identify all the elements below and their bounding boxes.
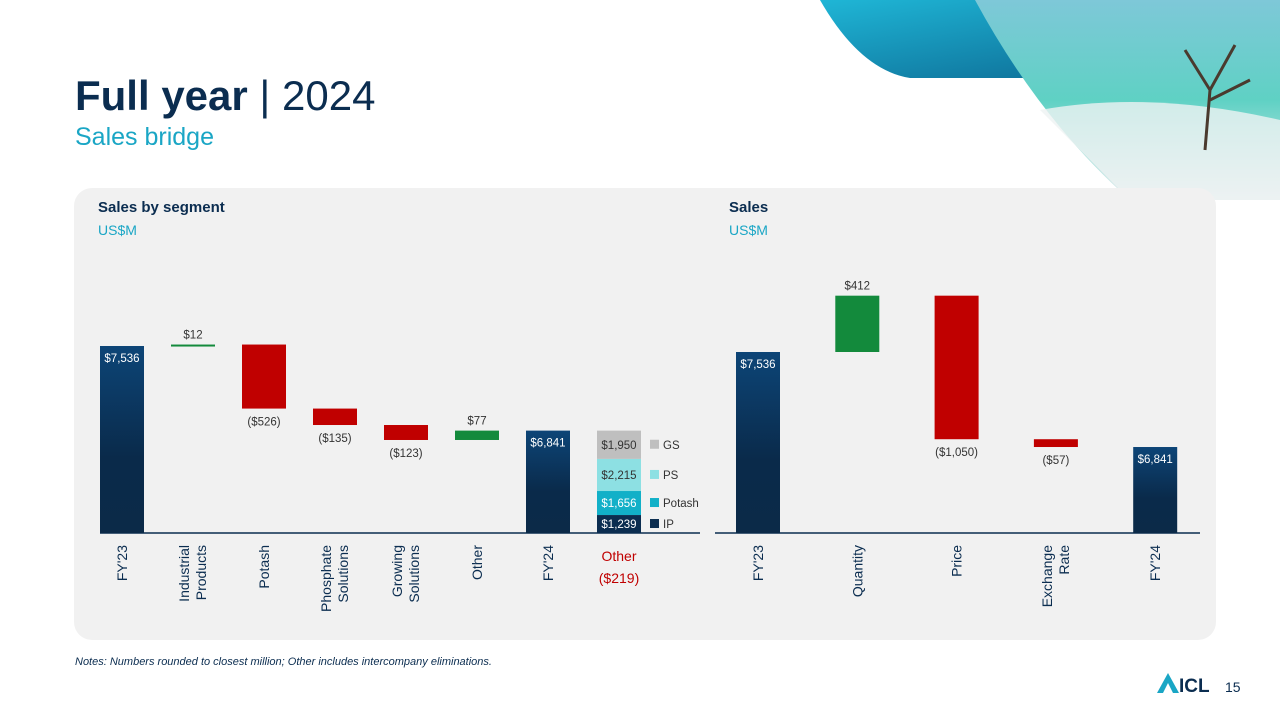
- category-label-line: Industrial: [176, 545, 192, 602]
- delta-label: ($526): [247, 417, 280, 429]
- stack-segment-label: $1,950: [601, 440, 636, 452]
- category-label-line: Potash: [256, 545, 272, 589]
- chart-unit-sales: US$M: [729, 222, 768, 238]
- chart-unit-segment: US$M: [98, 222, 137, 238]
- legend-label: GS: [663, 440, 680, 452]
- category-label-line: Price: [949, 545, 965, 577]
- total-bar-label: $6,841: [530, 438, 565, 450]
- category-label-line: Quantity: [849, 545, 865, 597]
- delta-label: ($1,050): [935, 447, 978, 459]
- category-label: ExchangeRate: [1039, 545, 1072, 607]
- legend-label: PS: [663, 470, 679, 482]
- decrease-bar: [934, 295, 979, 440]
- category-label: GrowingSolutions: [389, 545, 422, 603]
- decrease-bar: [384, 425, 428, 440]
- stack-segment-ps: [597, 458, 641, 492]
- decrease-bar: [313, 408, 357, 426]
- page-subtitle: Sales bridge: [75, 123, 214, 151]
- footnote: Notes: Numbers rounded to closest millio…: [75, 656, 492, 668]
- category-label: IndustrialProducts: [176, 545, 209, 602]
- increase-bar: [171, 344, 215, 347]
- category-label: FY'23: [114, 545, 130, 581]
- legend-label: IP: [663, 519, 674, 531]
- category-label-line: Solutions: [335, 545, 351, 603]
- category-label: Other: [469, 545, 485, 580]
- category-label: Potash: [256, 545, 272, 589]
- total-bar: [736, 352, 780, 533]
- icl-logo: ICL: [1157, 673, 1210, 694]
- page-title: Full year | 2024: [75, 72, 376, 119]
- delta-label: ($135): [318, 433, 351, 445]
- category-label: Price: [949, 545, 965, 577]
- increase-bar: [455, 430, 499, 440]
- legend-swatch: [650, 498, 659, 508]
- legend-label: Potash: [663, 498, 699, 510]
- stack-category-label: Other: [601, 548, 636, 564]
- category-label-line: Other: [469, 545, 485, 580]
- total-bar-label: $7,536: [104, 353, 139, 365]
- chart-title-sales: Sales: [729, 199, 769, 216]
- legend-swatch: [650, 439, 659, 449]
- decrease-bar: [242, 344, 286, 409]
- increase-bar: [835, 295, 880, 352]
- category-label-line: Exchange: [1039, 545, 1055, 607]
- category-label: FY'24: [1147, 545, 1163, 581]
- delta-label: ($57): [1042, 455, 1069, 467]
- chart-panel: [74, 188, 1216, 640]
- delta-label: $412: [845, 281, 871, 293]
- category-label: FY'23: [750, 545, 766, 581]
- category-label: Quantity: [849, 545, 865, 597]
- svg-text:ICL: ICL: [1179, 676, 1210, 694]
- category-label-line: FY'23: [114, 545, 130, 581]
- stack-segment-ip: [597, 515, 641, 533]
- delta-label: $12: [183, 330, 202, 342]
- total-bar: [100, 346, 144, 533]
- header-photo: [820, 0, 1280, 200]
- delta-label: ($123): [389, 448, 422, 460]
- category-label: FY'24: [540, 545, 556, 581]
- category-label-line: FY'23: [750, 545, 766, 581]
- category-label-line: Solutions: [406, 545, 422, 603]
- category-label-line: Products: [193, 545, 209, 600]
- delta-label: $77: [467, 416, 486, 428]
- category-label-line: FY'24: [540, 545, 556, 581]
- category-label-line: Phosphate: [318, 545, 334, 612]
- stack-segment-gs: [597, 430, 641, 459]
- stack-segment-label: $1,239: [601, 519, 636, 531]
- legend-swatch: [650, 469, 659, 479]
- total-bar-label: $6,841: [1138, 454, 1173, 466]
- stack-segment-label: $2,215: [601, 470, 636, 482]
- category-label-line: Rate: [1056, 545, 1072, 575]
- category-label-line: Growing: [389, 545, 405, 597]
- legend-swatch: [650, 519, 659, 529]
- category-label: PhosphateSolutions: [318, 545, 351, 612]
- total-bar: [1133, 447, 1178, 533]
- category-label-line: FY'24: [1147, 545, 1163, 581]
- total-bar: [526, 430, 570, 533]
- chart-title-segment: Sales by segment: [98, 199, 225, 216]
- stack-segment-potash: [597, 491, 641, 516]
- page-number: 15: [1225, 679, 1241, 695]
- stack-segment-label: $1,656: [601, 498, 636, 510]
- total-bar-label: $7,536: [740, 359, 775, 371]
- stack-category-value: ($219): [599, 570, 639, 586]
- decrease-bar: [1033, 439, 1078, 448]
